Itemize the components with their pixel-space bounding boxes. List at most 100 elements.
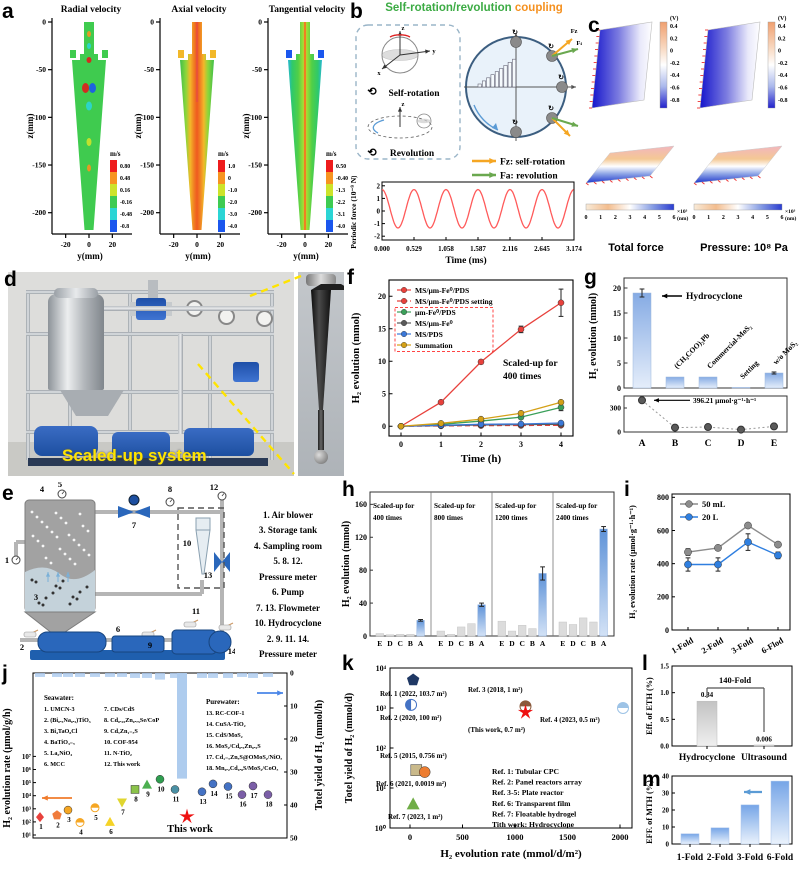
photo-detail <box>184 428 254 456</box>
panel-f: f 0 5 10 15 20 0 1 2 3 4 Time (h) H₂ evolution (mmo… <box>345 266 582 482</box>
svg-text:6-Fold: 6-Fold <box>767 853 794 863</box>
panel-g: g 0 5 10 15 20 H₂ evolution (mmol) (CH₃COO)₂Pb… <box>582 266 799 480</box>
svg-text:800 times: 800 times <box>434 514 463 522</box>
svg-text:4: 4 <box>751 215 754 221</box>
panel-letter-h: h <box>342 478 355 501</box>
panel-c: c (V) 0.4 0.2 0 -0.2 -0.4 -0.6 -0.8 0 1 2 3 4 5 6 ×10³(… <box>582 0 799 268</box>
svg-text:y(mm): y(mm) <box>293 251 319 261</box>
svg-text:Scaled-up for: Scaled-up for <box>503 359 558 369</box>
periodic-force-chart: -2 -1 0 1 2 0.000 0.529 1.058 1.587 2.116 2.645 3.1… <box>349 176 582 266</box>
svg-text:6: 6 <box>781 215 784 221</box>
svg-text:18. Mn₀.₂Cd₀.₈S/MoS₂/CoOₓ: 18. Mn₀.₂Cd₀.₈S/MoS₂/CoOₓ <box>206 765 278 772</box>
svg-text:Ref. 6: Transparent film: Ref. 6: Transparent film <box>492 799 571 808</box>
component-list-item: 1. Air blower <box>262 510 314 520</box>
svg-text:300: 300 <box>610 404 622 413</box>
svg-text:m/s: m/s <box>110 150 121 158</box>
svg-text:10¹: 10¹ <box>376 784 387 793</box>
svg-text:40: 40 <box>662 773 670 781</box>
svg-text:-200: -200 <box>32 208 46 217</box>
svg-text:16: 16 <box>240 801 248 809</box>
evolution-rate-fold-chart: 0 200 400 600 800 H₂ evolution rate (μmol·g⁻¹… <box>628 493 791 656</box>
svg-text:5: 5 <box>58 482 62 489</box>
svg-text:C: C <box>580 639 585 648</box>
svg-text:6: 6 <box>116 624 120 634</box>
svg-text:Tith work: Hydrocyclone: Tith work: Hydrocyclone <box>492 820 575 829</box>
svg-text:w/o MoS₂: w/o MoS₂ <box>771 338 799 366</box>
photo-detail <box>112 432 170 458</box>
svg-text:18: 18 <box>266 801 274 809</box>
component-list-item: 7. 13. Flowmeter <box>256 602 320 613</box>
svg-text:Axial velocity: Axial velocity <box>171 5 226 15</box>
svg-text:-3.1: -3.1 <box>336 212 345 218</box>
svg-text:-50: -50 <box>252 65 262 74</box>
panel-i: i 0 200 400 600 800 H₂ evolution rate (μmol·g… <box>622 478 799 670</box>
svg-text:1.587: 1.587 <box>470 245 486 253</box>
svg-text:H₂ evolution rate (μmol/g/h): H₂ evolution rate (μmol/g/h) <box>2 708 13 828</box>
svg-text:0.2: 0.2 <box>778 36 786 42</box>
svg-text:1.058: 1.058 <box>438 245 454 253</box>
svg-text:D: D <box>570 639 576 648</box>
svg-text:0: 0 <box>87 240 91 249</box>
photo-callout-lines <box>197 274 302 475</box>
svg-text:-150: -150 <box>248 161 262 170</box>
svg-text:Time (ms): Time (ms) <box>445 255 486 266</box>
svg-text:A: A <box>540 639 546 648</box>
component-list-item: 2. 9. 11. 14. <box>266 633 310 644</box>
svg-text:Fz: self-rotation: Fz: self-rotation <box>500 158 566 168</box>
svg-text:-150: -150 <box>32 161 46 170</box>
svg-text:120: 120 <box>355 533 367 542</box>
coupling-title: Self-rotation/revolution coupling <box>366 2 582 14</box>
svg-text:Ultrasound: Ultrasound <box>741 753 788 763</box>
svg-text:-2.2: -2.2 <box>336 200 345 206</box>
svg-text:Fa: revolution: Fa: revolution <box>500 172 558 182</box>
component-list-item: 6. Pump <box>271 587 304 598</box>
svg-text:7: 7 <box>132 520 137 530</box>
svg-text:EFF. of MTH (%): EFF. of MTH (%) <box>645 780 654 844</box>
svg-text:Ref. 7 (2023, 1 m²): Ref. 7 (2023, 1 m²) <box>388 813 443 821</box>
svg-text:B: B <box>469 639 474 648</box>
closeup-detail <box>306 274 336 286</box>
svg-text:y(mm): y(mm) <box>77 251 103 261</box>
svg-text:×10³: ×10³ <box>677 209 688 215</box>
simulation-surfaces: (V)0.40.20-0.2-0.4-0.6-0.80 1 2 3 4 5 6×10³(nm… <box>585 15 797 222</box>
svg-text:10⁷: 10⁷ <box>22 753 31 761</box>
svg-text:3: 3 <box>67 816 71 824</box>
svg-text:30: 30 <box>290 768 298 777</box>
svg-text:Purewater:: Purewater: <box>206 698 240 706</box>
svg-text:15: 15 <box>613 309 621 318</box>
svg-text:Fz: Fz <box>571 28 578 35</box>
svg-text:15. CdS/MoS₂: 15. CdS/MoS₂ <box>206 732 243 739</box>
panel-letter-m: m <box>642 768 661 791</box>
svg-text:9. CdₓZn₁₋ₓS: 9. CdₓZn₁₋ₓS <box>104 728 138 735</box>
svg-text:10⁵: 10⁵ <box>22 779 31 787</box>
svg-text:-4.0: -4.0 <box>228 224 237 230</box>
svg-text:10: 10 <box>158 785 166 793</box>
svg-text:1-Fold: 1-Fold <box>677 853 704 863</box>
panel-letter-g: g <box>584 266 597 289</box>
closeup-detail <box>311 284 344 290</box>
svg-text:3.174: 3.174 <box>566 245 582 253</box>
svg-text:0: 0 <box>617 384 621 393</box>
svg-text:Setting: Setting <box>738 358 760 380</box>
svg-text:3: 3 <box>519 440 523 449</box>
svg-text:z(mm): z(mm) <box>241 114 251 139</box>
panel-a: a Radial velocity 0 -50 -100 -150 -200 -20 0 20 z… <box>0 0 348 268</box>
svg-text:Scaled-up for: Scaled-up for <box>556 502 598 510</box>
svg-text:200: 200 <box>657 593 669 602</box>
svg-text:11: 11 <box>192 606 200 616</box>
svg-text:Scaled-up for: Scaled-up for <box>373 502 415 510</box>
svg-text:-200: -200 <box>248 208 262 217</box>
svg-text:H₂ evolution rate (mmol/d/m²): H₂ evolution rate (mmol/d/m²) <box>440 848 582 860</box>
svg-text:0: 0 <box>150 18 154 27</box>
svg-text:(nm): (nm) <box>785 215 796 222</box>
photo-detail <box>104 306 274 311</box>
svg-text:y(mm): y(mm) <box>185 251 211 261</box>
svg-text:500: 500 <box>456 832 469 842</box>
svg-text:10: 10 <box>662 824 670 832</box>
svg-text:1: 1 <box>377 195 381 203</box>
svg-text:D: D <box>509 639 515 648</box>
